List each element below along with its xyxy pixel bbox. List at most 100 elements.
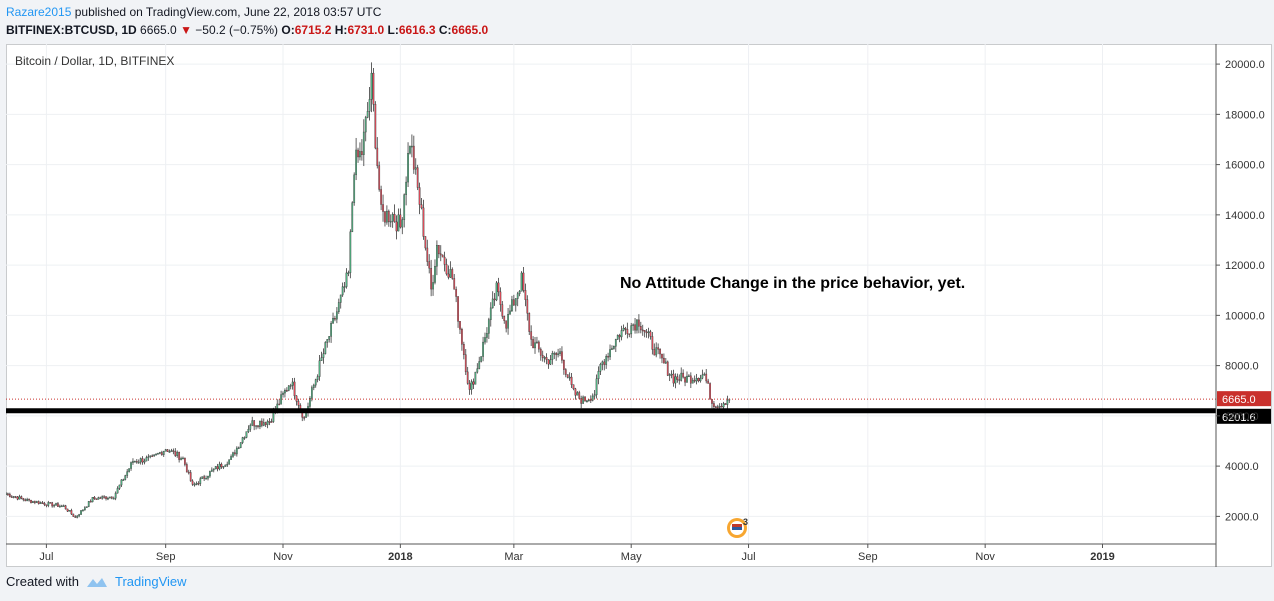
x-tick-label: 2019: [1090, 551, 1114, 563]
candle-body: [195, 483, 198, 485]
candle-body: [426, 247, 429, 262]
candle-body: [191, 480, 194, 485]
candle-body: [89, 501, 92, 503]
candle-body: [62, 505, 65, 507]
candle-body: [432, 282, 434, 290]
candle-body: [586, 400, 588, 403]
candle-body: [287, 385, 290, 391]
price-chart[interactable]: 6665.0 6201.6 Bitcoin / Dollar, 1D, BITFI…: [6, 44, 1272, 567]
y-tick-label: 10000.0: [1225, 310, 1265, 322]
last-price-label: 6665.0: [1222, 394, 1256, 406]
y-tick-label: 8000.0: [1225, 361, 1259, 373]
candle-body: [564, 369, 567, 375]
candle-body: [357, 149, 359, 158]
candle-body: [337, 302, 340, 313]
candle-body: [641, 329, 644, 332]
candle-body: [184, 457, 186, 465]
price-axis[interactable]: 2000.0 4000.0 6000.0 8000.0 10000.0 12000.0 14…: [1215, 44, 1265, 567]
candle-body: [620, 330, 623, 338]
candle-body: [170, 450, 173, 452]
candle-body: [713, 403, 715, 407]
y-tick-label: 20000.0: [1225, 59, 1265, 71]
candle-body: [424, 236, 427, 249]
open-value: 6715.2: [294, 23, 332, 37]
candle-body: [497, 282, 500, 293]
candle-body: [380, 189, 382, 205]
candle-body: [507, 314, 509, 329]
candle-body: [16, 496, 19, 500]
candle-body: [466, 371, 469, 384]
candle-body: [582, 396, 584, 404]
candle-body: [434, 266, 436, 283]
candle-body: [132, 461, 134, 463]
y-tick-label: 4000.0: [1225, 461, 1259, 473]
x-tick-label: May: [621, 551, 642, 563]
candle-body: [703, 373, 706, 376]
candle-body: [57, 503, 59, 507]
candle-body: [30, 499, 32, 503]
candle-body: [478, 361, 481, 369]
candle-body: [543, 357, 546, 359]
candle-body: [480, 356, 483, 362]
candle-body: [87, 501, 90, 507]
candle-body: [647, 331, 650, 333]
candle-body: [707, 380, 710, 384]
candle-body: [512, 299, 515, 306]
candle-body: [489, 307, 492, 320]
candle-body: [339, 294, 342, 303]
candle-body: [555, 353, 558, 356]
candle-body: [259, 420, 261, 427]
candle-body: [599, 364, 602, 372]
candle-body: [47, 502, 50, 506]
candle-body: [326, 339, 329, 343]
candle-body: [374, 104, 377, 149]
candle-body: [322, 353, 325, 358]
candle-body: [266, 421, 269, 425]
candle-body: [414, 167, 417, 170]
candle-body: [251, 420, 254, 426]
candle-body: [514, 298, 517, 306]
candle-body: [726, 399, 729, 405]
candle-body: [178, 451, 181, 460]
candle-body: [580, 398, 583, 404]
candle-body: [634, 324, 636, 331]
candle-body: [37, 501, 40, 504]
candle-body: [353, 174, 356, 203]
candle-body: [93, 497, 96, 499]
candle-body: [120, 479, 123, 486]
candle-body: [14, 496, 17, 498]
candle-body: [212, 468, 215, 471]
candle-body: [249, 424, 252, 430]
author-link[interactable]: Razare2015: [6, 5, 72, 19]
time-axis[interactable]: Jul Sep Nov 2018 Mar May Jul Sep Nov 2019: [6, 543, 1216, 563]
candle-body: [112, 497, 115, 500]
candle-body: [162, 450, 165, 455]
candle-body: [295, 395, 298, 402]
candle-body: [43, 502, 46, 505]
candle-body: [26, 499, 29, 502]
candle-body: [537, 341, 540, 350]
candle-body: [328, 336, 331, 340]
last-price: 6665.0: [140, 23, 177, 37]
candle-body: [76, 515, 79, 518]
candle-body: [39, 502, 42, 504]
candle-body: [566, 374, 569, 378]
candle-body: [536, 341, 538, 344]
candle-body: [476, 368, 479, 373]
candle-body: [445, 264, 448, 275]
tradingview-logo-icon[interactable]: [85, 575, 109, 589]
x-tick-label: Jul: [39, 551, 53, 563]
candle-body: [235, 447, 238, 455]
high-value: 6731.0: [347, 23, 385, 37]
y-tick-label: 6000.0: [1225, 411, 1259, 423]
candle-body: [491, 298, 494, 309]
candle-body: [80, 510, 82, 515]
tradingview-brand-link[interactable]: TradingView: [114, 574, 187, 589]
x-tick-label: Sep: [156, 551, 176, 563]
candle-body: [622, 327, 625, 331]
candle-body: [257, 425, 259, 427]
candle-body: [280, 394, 282, 405]
candle-body: [630, 325, 633, 335]
low-value: 6616.3: [398, 23, 436, 37]
flag-icon[interactable]: 3: [727, 517, 748, 538]
